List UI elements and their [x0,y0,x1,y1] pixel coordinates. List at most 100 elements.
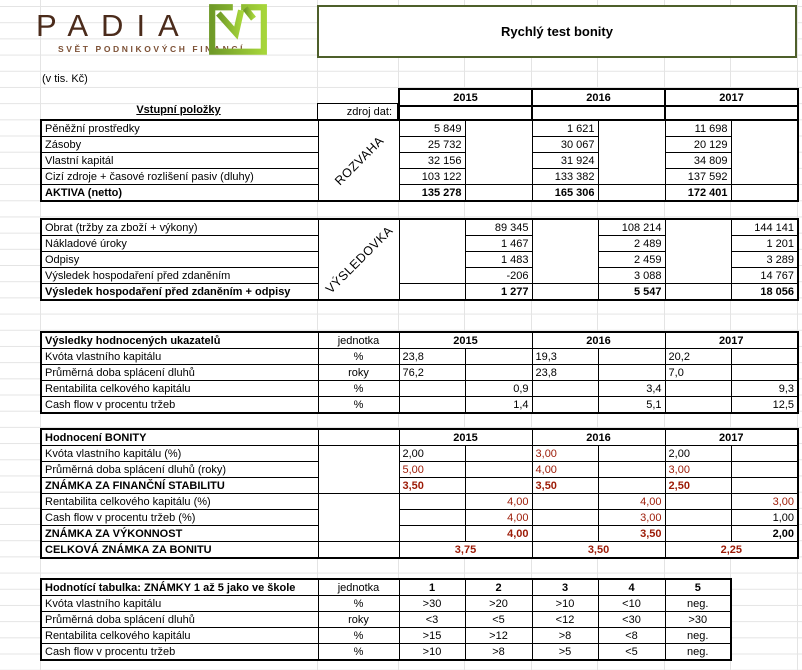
input-cell[interactable]: 11 698 [664,119,732,137]
threshold-cell: >20 [464,595,533,612]
threshold-cell: <5 [464,611,533,628]
input-cell[interactable]: -206 [464,267,533,284]
input-cell[interactable]: 89 345 [464,218,533,236]
input-cell[interactable]: 1 621 [531,119,599,137]
fill-cell [398,218,466,284]
input-cell[interactable]: 133 382 [531,168,599,185]
section-title: Výsledky hodnocených ukazatelů [40,331,319,349]
value-cell: 19,3 [531,348,599,365]
value-cell: 23,8 [398,348,466,365]
unit-header: jednotka [317,331,400,349]
fill-cell [531,218,599,284]
input-cell[interactable]: 34 809 [664,152,732,169]
empty-cell [664,380,732,397]
source-cell: VÝSLEDOVKA [317,218,400,301]
input-cell[interactable]: 25 732 [398,136,466,153]
row-label: Rentabilita celkového kapitálu (%) [40,493,319,510]
row-label: Cash flow v procentu tržeb [40,396,319,414]
value-cell: 20,2 [664,348,732,365]
grade-header: 5 [664,578,732,596]
empty-cell [664,396,732,414]
threshold-cell: neg. [664,627,732,644]
input-cell[interactable]: 1 483 [464,251,533,268]
balance-table: Pěněžní prostředky ROZVAHA 5 849 1 621 1… [40,119,799,202]
threshold-cell: <30 [597,611,666,628]
input-cell[interactable]: 5 849 [398,119,466,137]
fill-cell [730,119,799,185]
input-cell[interactable]: 3 088 [597,267,666,284]
total-cell: 5 547 [597,283,666,301]
year-header: 2015 [398,88,533,107]
total-grade-cell: 3,50 [531,541,666,559]
unit-cell: roky [317,364,400,381]
input-cell[interactable]: 30 067 [531,136,599,153]
year-header: 2015 [398,428,533,446]
year-header: 2016 [531,331,666,349]
empty-cell [398,396,466,414]
threshold-cell: neg. [664,595,732,612]
fill-cell [464,184,533,202]
grade-cell: 2,00 [398,445,466,462]
rating-table: Hodnocení BONITY 2015 2016 2017 Kvóta vl… [40,428,800,559]
row-label: Průměrná doba splácení dluhů (roky) [40,461,319,478]
value-cell: 7,0 [664,364,732,381]
input-cell[interactable]: 103 122 [398,168,466,185]
input-cell[interactable]: 1 201 [730,235,799,252]
threshold-cell: <10 [597,595,666,612]
empty-cell [531,493,599,510]
year-header: 2016 [531,88,666,107]
row-label: Kvóta vlastního kapitálu [40,595,319,612]
value-cell: 12,5 [730,396,799,414]
input-cell[interactable]: 2 459 [597,251,666,268]
value-cell: 5,1 [597,396,666,414]
input-cell[interactable]: 1 467 [464,235,533,252]
page-title: Rychlý test bonity [317,5,797,58]
input-cell[interactable]: 2 489 [597,235,666,252]
brand-logo-icon [209,4,267,55]
empty-cell [664,493,732,510]
empty-cell [398,509,466,526]
value-cell: 1,4 [464,396,533,414]
row-label: Vlastní kapitál [40,152,319,169]
grade-cell: 3,50 [398,477,466,494]
empty-cell [730,348,799,365]
row-label: Kvóta vlastního kapitálu (%) [40,445,319,462]
empty-cell [664,525,732,542]
input-items-header: Vstupní položky [136,104,221,116]
fill-cell [730,184,799,202]
threshold-cell: neg. [664,643,732,661]
row-label: Nákladové úroky [40,235,319,252]
row-label: Rentabilita celkového kapitálu [40,627,319,644]
input-cell[interactable]: 108 214 [597,218,666,236]
input-cell[interactable]: 144 141 [730,218,799,236]
grade-cell: 3,00 [597,509,666,526]
empty-cell [398,493,466,510]
year-header: 2017 [664,428,799,446]
fill-cell [664,283,732,301]
input-cell[interactable]: 137 592 [664,168,732,185]
row-label: Průměrná doba splácení dluhů [40,364,319,381]
threshold-cell: >10 [531,595,599,612]
row-label: Rentabilita celkového kapitálu [40,380,319,397]
year-header: 2017 [664,331,799,349]
input-cell[interactable]: 14 767 [730,267,799,284]
threshold-cell: <8 [597,627,666,644]
threshold-cell: >30 [664,611,732,628]
row-label: Pěněžní prostředky [40,119,319,137]
value-cell: 9,3 [730,380,799,397]
threshold-cell: >12 [464,627,533,644]
threshold-cell: >10 [398,643,466,661]
total-cell: 1 277 [464,283,533,301]
empty-cell [730,445,799,462]
row-label: Obrat (tržby za zboží + výkony) [40,218,319,236]
input-cell[interactable]: 20 129 [664,136,732,153]
input-cell[interactable]: 3 289 [730,251,799,268]
section-title: Hodnotící tabulka: ZNÁMKY 1 až 5 jako ve… [40,578,319,596]
grade-cell: 2,00 [664,445,732,462]
threshold-cell: >15 [398,627,466,644]
input-cell[interactable]: 31 924 [531,152,599,169]
input-cell[interactable]: 32 156 [398,152,466,169]
empty-cell [664,509,732,526]
row-label: Cizí zdroje + časové rozlišení pasiv (dl… [40,168,319,185]
